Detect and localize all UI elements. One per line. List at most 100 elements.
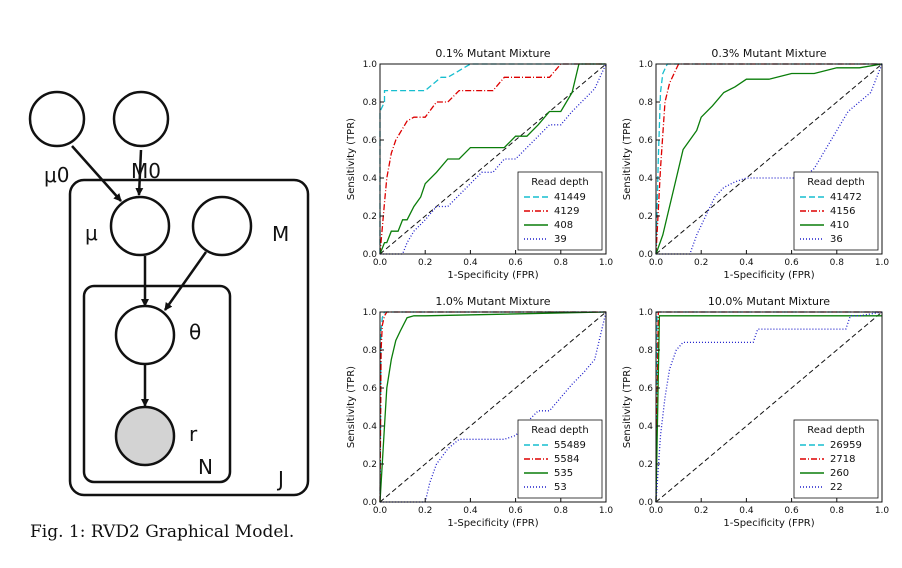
diagonal-line (655, 63, 883, 255)
node-M (191, 195, 253, 257)
series-line-410 (655, 63, 883, 255)
label-J: J (276, 467, 284, 491)
series-line-39 (380, 63, 607, 255)
x-tick-label: 1.0 (875, 258, 890, 268)
node-r (114, 405, 176, 467)
y-tick-label: 0.0 (363, 250, 378, 260)
roc-chart-0-1-percent: 0.1% Mutant Mixture 0.0 0.2 0.4 0.6 0.8 1.0 0.0… (346, 47, 614, 281)
y-tick-label: 0.2 (363, 212, 377, 222)
label-mu0: μ0 (44, 163, 69, 187)
label-M0: M0 (131, 159, 161, 183)
x-axis-label: 1-Specificity (FPR) (723, 270, 814, 281)
legend-label: 4129 (554, 206, 579, 217)
y-axis-label: Sensitivity (TPR) (346, 366, 357, 448)
x-tick-label: 0.4 (463, 506, 478, 516)
legend-label: 41449 (554, 192, 586, 203)
legend-label: 41472 (830, 192, 862, 203)
x-tick-label: 0.4 (739, 258, 754, 268)
label-r: r (189, 422, 198, 446)
x-tick-label: 0.4 (739, 506, 754, 516)
legend: Read depth 41472 4156 410 36 (793, 171, 879, 251)
x-tick-label: 0.4 (463, 258, 478, 268)
x-tick-label: 0.8 (554, 258, 569, 268)
legend-label: 55489 (554, 440, 586, 451)
y-tick-label: 1.0 (639, 308, 654, 318)
x-tick-label: 0.0 (373, 506, 388, 516)
y-tick-label: 1.0 (363, 60, 378, 70)
node-mu0 (28, 90, 86, 148)
x-tick-label: 1.0 (599, 258, 614, 268)
x-tick-label: 0.8 (830, 258, 845, 268)
y-tick-label: 0.8 (363, 98, 378, 108)
label-N: N (198, 455, 213, 479)
y-tick-label: 0.2 (363, 460, 377, 470)
x-tick-label: 0.6 (508, 258, 523, 268)
label-mu: μ (85, 221, 98, 245)
series-line-36 (656, 63, 883, 255)
legend-label: 53 (554, 482, 567, 493)
y-tick-label: 1.0 (363, 308, 378, 318)
diagonal-line (655, 311, 883, 503)
x-tick-label: 0.6 (508, 506, 523, 516)
legend-label: 36 (830, 234, 843, 245)
legend-title: Read depth (807, 425, 864, 436)
x-axis-label: 1-Specificity (FPR) (447, 270, 538, 281)
x-tick-label: 0.6 (784, 506, 799, 516)
series-line-535 (379, 311, 607, 503)
node-mu (109, 195, 171, 257)
y-axis-label: Sensitivity (TPR) (346, 118, 357, 200)
y-tick-label: 0.4 (363, 174, 378, 184)
x-tick-label: 1.0 (599, 506, 614, 516)
legend-title: Read depth (531, 425, 588, 436)
roc-chart-10-0-percent: 10.0% Mutant Mixture 0.0 0.2 0.4 0.6 0.8 1.0 0.… (622, 295, 890, 529)
edge-M0-mu (135, 149, 144, 196)
roc-chart-1-0-percent: 1.0% Mutant Mixture 0.0 0.2 0.4 0.6 0.8 1.0 0.0… (346, 295, 614, 529)
y-tick-label: 0.6 (639, 384, 654, 394)
series-line-5584 (379, 311, 606, 503)
x-tick-label: 0.2 (418, 506, 432, 516)
x-tick-label: 0.2 (694, 258, 708, 268)
legend-title: Read depth (531, 177, 588, 188)
legend: Read depth 55489 5584 535 53 (517, 419, 603, 499)
y-tick-label: 0.0 (363, 498, 378, 508)
label-M: M (272, 222, 289, 246)
edge-M-theta (163, 251, 208, 311)
legend: Read depth 26959 2718 260 22 (793, 419, 879, 499)
legend-label: 410 (830, 220, 849, 231)
plot-frame (655, 63, 883, 255)
y-tick-label: 0.8 (363, 346, 378, 356)
series-line-408 (379, 63, 606, 255)
x-axis-label: 1-Specificity (FPR) (723, 518, 814, 529)
y-tick-label: 0.8 (639, 346, 654, 356)
y-tick-label: 0.6 (363, 136, 378, 146)
legend-label: 39 (554, 234, 567, 245)
legend-label: 22 (830, 482, 843, 493)
y-tick-label: 0.2 (639, 212, 653, 222)
x-tick-label: 1.0 (875, 506, 890, 516)
series-line-260 (655, 315, 882, 503)
legend-title: Read depth (807, 177, 864, 188)
x-tick-label: 0.8 (830, 506, 845, 516)
x-axis-label: 1-Specificity (FPR) (447, 518, 538, 529)
x-tick-label: 0.6 (784, 258, 799, 268)
x-tick-label: 0.0 (649, 506, 664, 516)
y-tick-label: 0.4 (363, 422, 378, 432)
node-M0 (112, 90, 170, 148)
legend-label: 260 (830, 468, 849, 479)
edge-mu0-mu (71, 145, 122, 202)
y-tick-label: 0.6 (639, 136, 654, 146)
series-line-22 (655, 311, 883, 503)
graphical-model: μ0 M0 μ M θ r N J (28, 90, 310, 497)
legend-label: 2718 (830, 454, 855, 465)
legend-label: 26959 (830, 440, 862, 451)
y-tick-label: 0.6 (363, 384, 378, 394)
y-tick-label: 1.0 (639, 60, 654, 70)
chart-title: 0.1% Mutant Mixture (435, 47, 550, 60)
legend-label: 5584 (554, 454, 579, 465)
plot-frame (379, 63, 607, 255)
plot-frame (655, 311, 883, 503)
x-tick-label: 0.0 (373, 258, 388, 268)
label-theta: θ (189, 320, 201, 344)
y-tick-label: 0.2 (639, 460, 653, 470)
y-tick-label: 0.4 (639, 174, 654, 184)
